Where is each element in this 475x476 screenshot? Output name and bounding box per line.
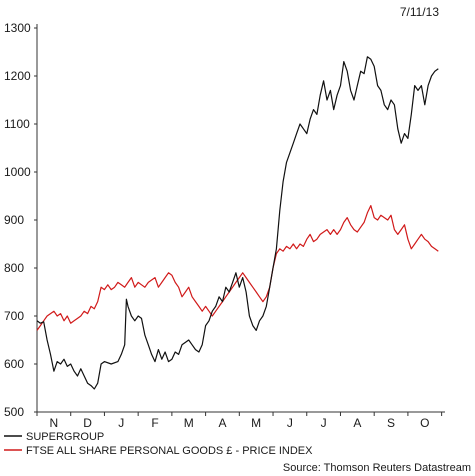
chart-source: Source: Thomson Reuters Datastream [283, 462, 471, 474]
axes: 500 600 700 800 900 1000 1100 1200 1300 N D J F M A M J J… [4, 21, 445, 430]
x-tick-label: O [420, 416, 429, 430]
y-tick-label: 1200 [4, 69, 31, 83]
y-tick-label: 1100 [4, 117, 30, 131]
x-tick-label: M [251, 416, 261, 430]
x-tick-label: D [83, 416, 92, 430]
y-tick-label: 600 [4, 357, 24, 371]
chart-date: 7/11/13 [400, 5, 439, 19]
y-tick-label: 900 [4, 213, 24, 227]
legend: SUPERGROUP FTSE ALL SHARE PERSONAL GOODS … [4, 431, 313, 457]
y-tick-label: 1300 [4, 21, 31, 35]
legend-label: FTSE ALL SHARE PERSONAL GOODS £ - PRICE … [26, 445, 313, 457]
y-tick-label: 800 [4, 261, 24, 275]
y-tick-label: 700 [4, 309, 24, 323]
x-tick-label: J [287, 416, 293, 430]
y-tick-label: 1000 [4, 165, 31, 179]
legend-label: SUPERGROUP [26, 431, 104, 443]
x-tick-label: F [151, 416, 158, 430]
series-line-supergroup [36, 56, 439, 390]
x-tick-label: J [321, 416, 327, 430]
x-tick-label: A [353, 416, 361, 430]
series-line-ftse-personal-goods [36, 205, 439, 331]
series-lines [36, 56, 439, 390]
x-tick-label: N [50, 416, 59, 430]
x-tick-label: S [387, 416, 395, 430]
x-tick-label: A [218, 416, 226, 430]
x-tick-label: J [118, 416, 124, 430]
x-tick-label: M [184, 416, 194, 430]
y-tick-label: 500 [4, 405, 24, 419]
